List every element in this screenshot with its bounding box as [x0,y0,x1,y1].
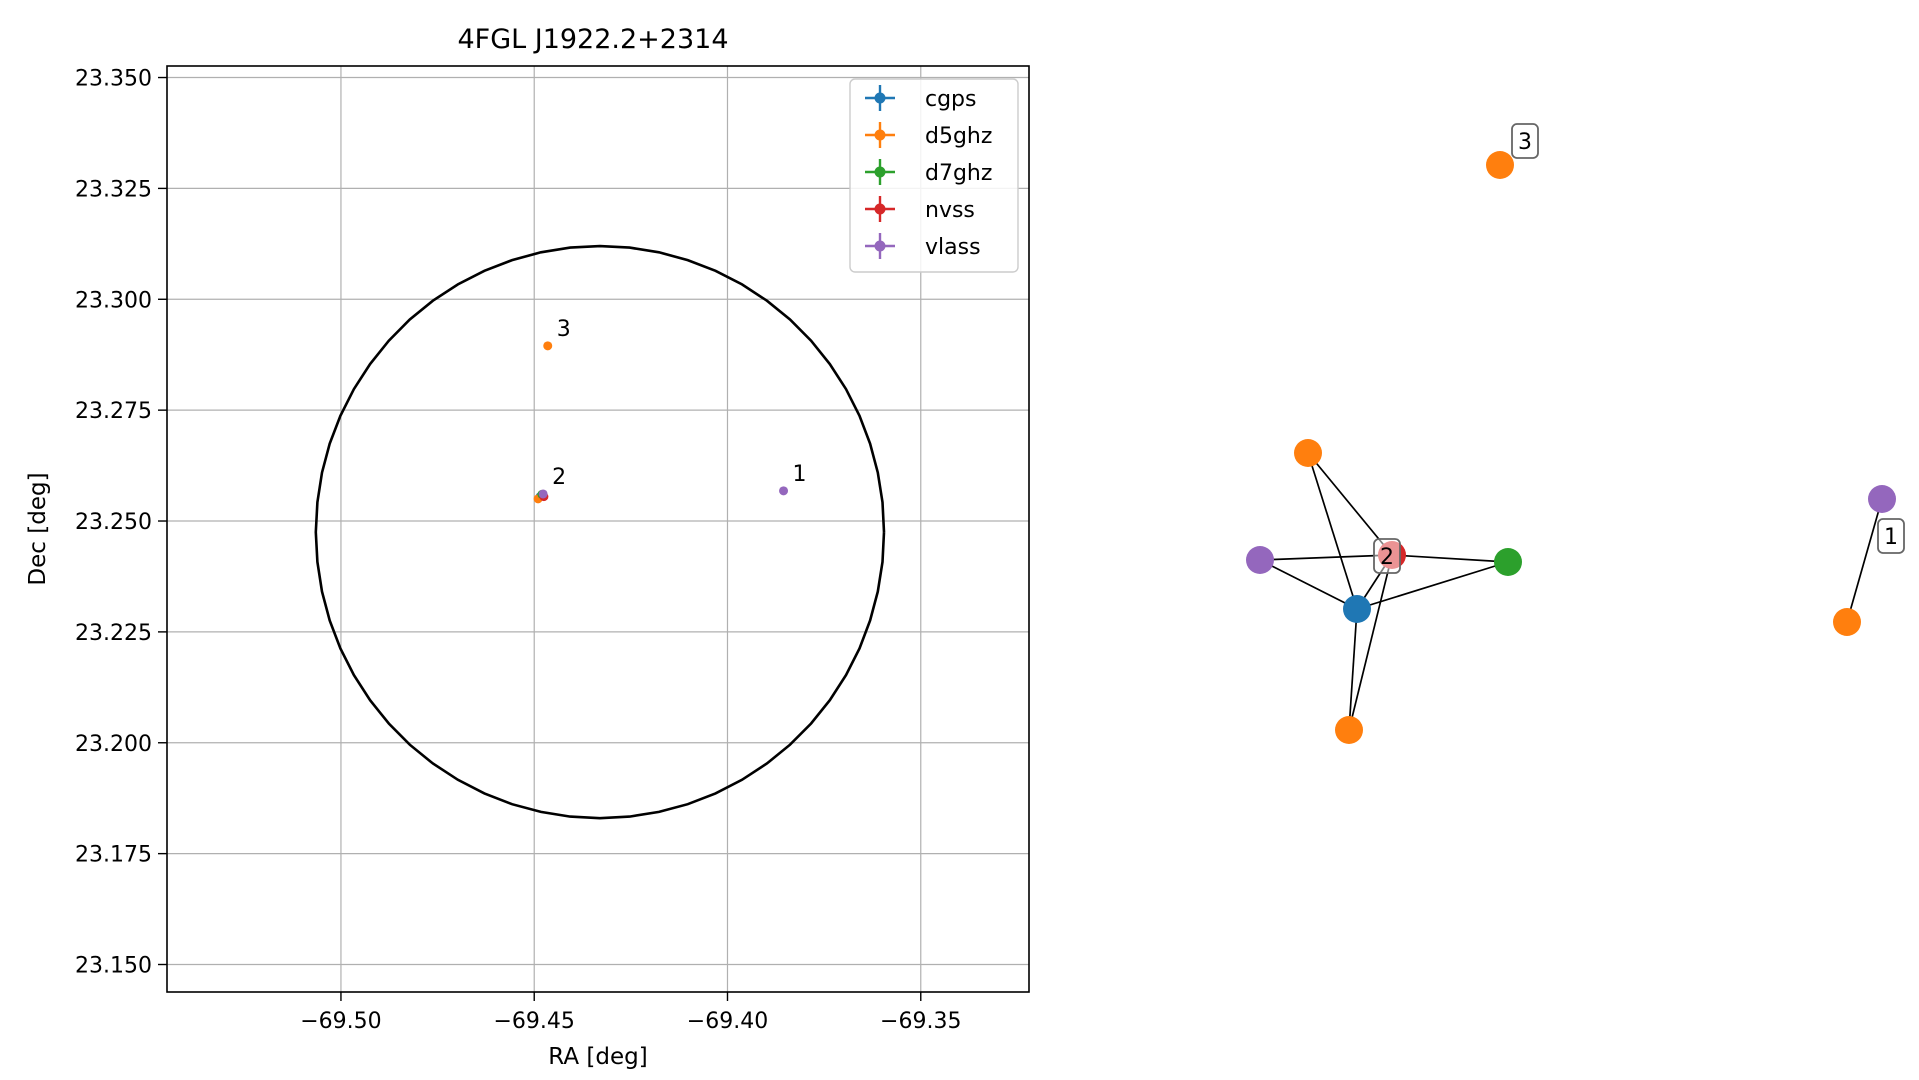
y-tick-label: 23.250 [75,510,152,535]
network-node [1246,546,1274,574]
legend-marker [874,166,886,178]
legend: cgps d5ghz d7ghz nvss vlass [849,78,1019,273]
legend-label: d7ghz [925,161,992,186]
y-axis-label: Dec [deg] [25,472,51,585]
legend-label: d5ghz [925,124,992,149]
node-label-box [1511,123,1539,159]
point-annotation: 1 [793,462,807,487]
y-tick-label: 23.325 [75,177,152,202]
point-vlass [779,486,789,496]
legend-marker [874,203,886,215]
network-node [1294,439,1322,467]
grid-lines [167,66,1029,992]
x-tick-label: −69.40 [687,1009,768,1034]
legend-marker [874,129,886,141]
point-annotation: 2 [552,465,566,490]
network-edge [1356,561,1509,610]
legend-label: vlass [925,235,981,260]
network-edge [1259,559,1358,610]
network-edge [1348,554,1393,731]
legend-box [849,78,1019,273]
y-tick-label: 23.225 [75,621,152,646]
legend-item-cgps: cgps [865,85,977,112]
y-tick-label: 23.300 [75,288,152,313]
x-axis-label: RA [deg] [548,1044,647,1070]
network-nodes [1246,151,1896,744]
point-annotation: 3 [557,317,571,342]
x-tick-label: −69.50 [300,1009,381,1034]
network-node [1335,716,1363,744]
node-label: 3 [1518,130,1532,155]
legend-item-vlass: vlass [865,233,981,260]
network-edge [1307,452,1393,556]
point-d5ghz [543,341,553,351]
network-edge [1846,498,1883,623]
x-tick-label: −69.35 [880,1009,961,1034]
network-edge [1259,554,1393,561]
legend-item-nvss: nvss [865,196,975,223]
network-node [1343,595,1371,623]
legend-label: nvss [925,198,975,223]
network-edge [1348,608,1358,731]
network-edge [1391,554,1509,563]
network-node [1833,608,1861,636]
y-tick-label: 23.350 [75,67,152,92]
network-node [1868,485,1896,513]
source-points: 1 2 3 [533,317,807,504]
x-tick-label: −69.45 [494,1009,575,1034]
localization-ellipse-layer [314,244,886,820]
network-edges [1259,452,1883,731]
plot-frame [166,65,1030,993]
legend-item-d7ghz: d7ghz [865,159,992,186]
axis-ticks: −69.50 −69.45 −69.40 −69.35 23.150 23.175 23.2… [75,67,961,1034]
y-tick-label: 23.200 [75,732,152,757]
scatter-panel: 4FGL J1922.2+2314 1 2 3 −69.50 −69.45 −69.40… [25,24,1030,1070]
y-tick-label: 23.275 [75,399,152,424]
network-node [1494,548,1522,576]
legend-label: cgps [925,87,977,112]
node-label-box [1877,518,1905,554]
legend-item-d5ghz: d5ghz [865,122,992,149]
localization-ellipse [314,244,886,820]
legend-items: cgps d5ghz d7ghz nvss vlass [865,85,992,260]
node-label: 2 [1380,545,1394,570]
legend-marker [874,92,886,104]
network-labels: 2 3 1 [1373,123,1905,574]
y-tick-label: 23.150 [75,954,152,979]
node-label: 1 [1884,525,1898,550]
point-vlass [538,489,548,499]
network-edge [1307,452,1358,610]
legend-marker [874,240,886,252]
network-panel: 2 3 1 [1246,123,1905,744]
node-label-box [1373,538,1401,574]
chart-title: 4FGL J1922.2+2314 [457,24,728,55]
network-node [1486,151,1514,179]
y-tick-label: 23.175 [75,843,152,868]
